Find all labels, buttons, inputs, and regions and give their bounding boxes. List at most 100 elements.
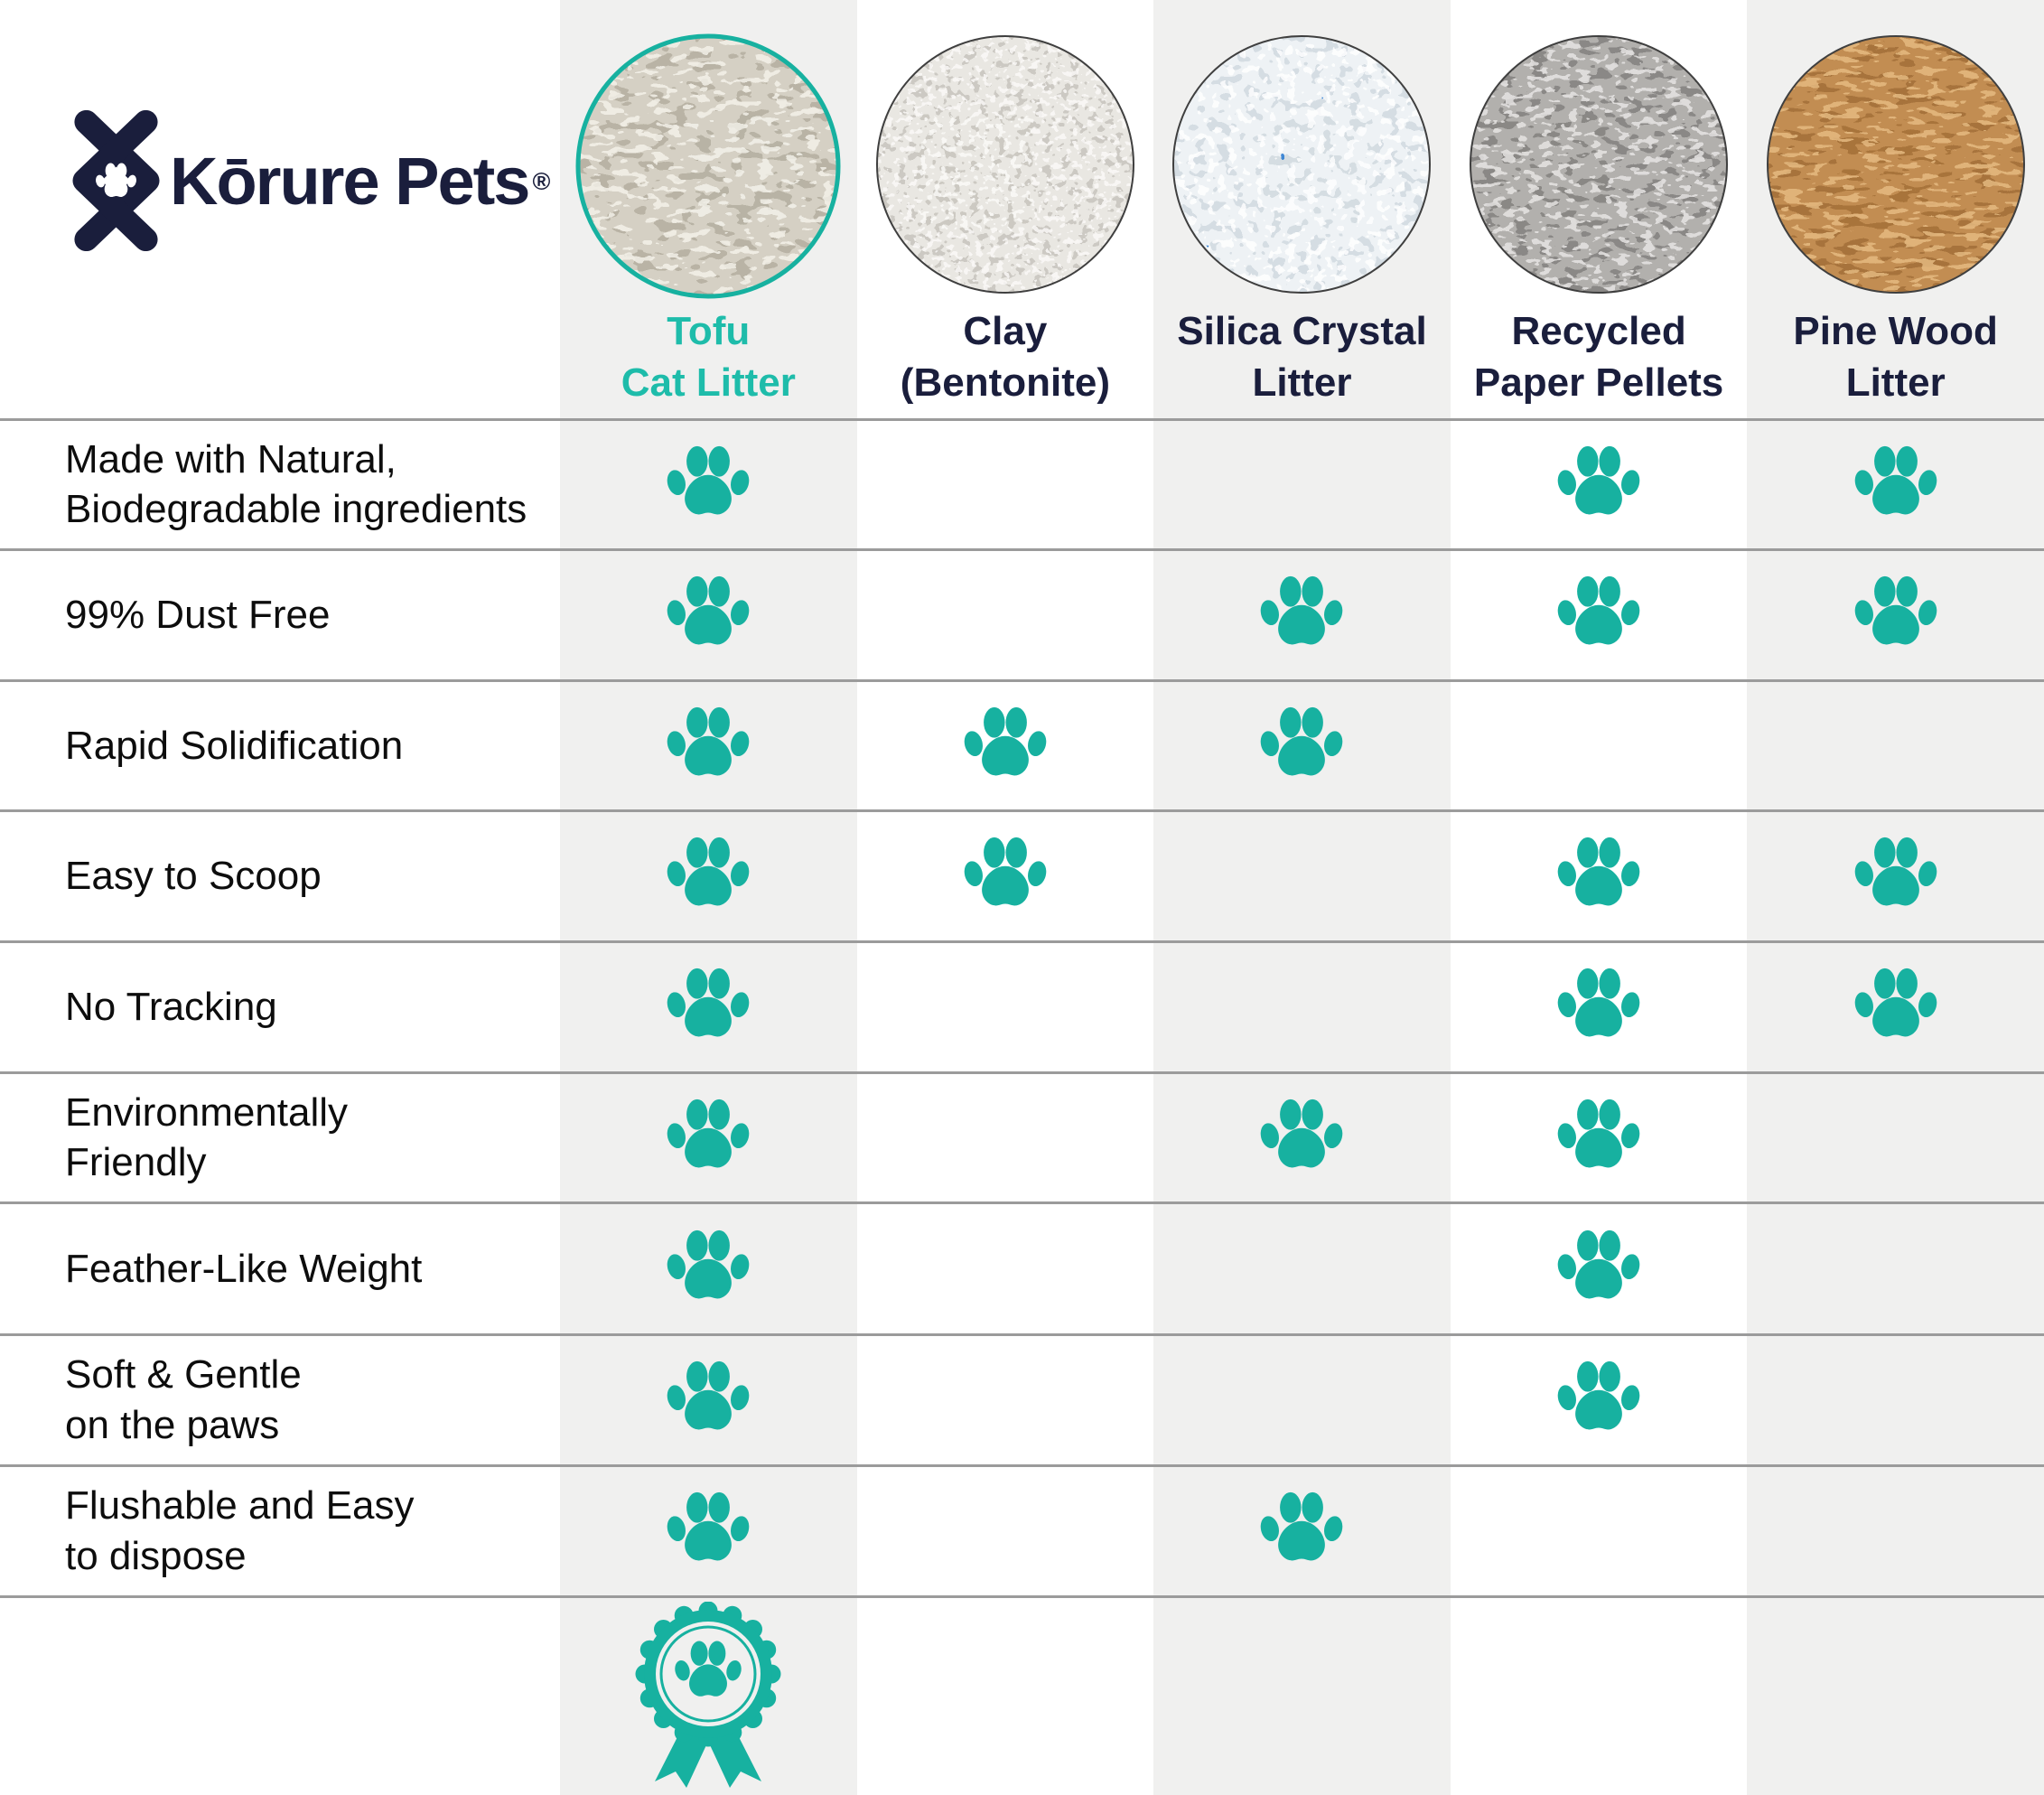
feature-row: Flushable and Easy to dispose xyxy=(0,1464,2044,1595)
column-title-line1: Pine Wood xyxy=(1793,309,1998,353)
column-header-silica: Silica Crystal Litter xyxy=(1153,0,1451,418)
paw-check-icon xyxy=(963,836,1048,917)
product-photo-pine xyxy=(1747,31,2044,298)
feature-row: 99% Dust Free xyxy=(0,548,2044,679)
feature-check-silica xyxy=(1153,1074,1451,1201)
column-header-pine: Pine Wood Litter xyxy=(1747,0,2044,418)
column-title-line2: Cat Litter xyxy=(621,360,796,406)
product-photo-clay xyxy=(857,31,1154,298)
feature-check-tofu xyxy=(560,943,857,1071)
pine-wood-pellets-photo xyxy=(1766,35,2025,294)
clay-granules-photo xyxy=(875,35,1134,294)
column-title-tofu: Tofu Cat Litter xyxy=(560,305,857,408)
feature-row: Environmentally Friendly xyxy=(0,1071,2044,1201)
feature-check-paper xyxy=(1451,421,1748,548)
column-title-line1: Clay xyxy=(963,309,1048,353)
paw-check-icon xyxy=(1556,1360,1641,1441)
feature-check-pine xyxy=(1747,421,2044,548)
column-header-tofu: Tofu Cat Litter xyxy=(560,0,857,418)
feature-label: Made with Natural, Biodegradable ingredi… xyxy=(65,436,527,532)
column-title-line2: Litter xyxy=(1845,360,1946,406)
feature-check-tofu xyxy=(560,551,857,679)
paw-check-icon xyxy=(1259,575,1344,656)
paw-check-icon xyxy=(1556,1229,1641,1310)
paw-check-icon xyxy=(1259,1491,1344,1572)
paw-check-icon xyxy=(666,967,751,1048)
feature-label: Environmentally Friendly xyxy=(65,1089,349,1185)
feature-label: Easy to Scoop xyxy=(65,854,322,899)
registered-trademark: ® xyxy=(532,168,550,195)
feature-label: Flushable and Easy to dispose xyxy=(65,1483,415,1578)
paw-check-icon xyxy=(1556,836,1641,917)
paw-check-icon xyxy=(1556,967,1641,1048)
column-title-pine: Pine Wood Litter xyxy=(1747,305,2044,408)
feature-check-tofu xyxy=(560,1467,857,1595)
feature-check-paper xyxy=(1451,1074,1748,1201)
feature-check-tofu xyxy=(560,1336,857,1464)
feature-row: Made with Natural, Biodegradable ingredi… xyxy=(0,418,2044,548)
paw-check-icon xyxy=(1853,967,1938,1048)
feature-check-silica xyxy=(1153,682,1451,809)
product-photo-paper xyxy=(1451,31,1748,298)
feature-check-silica xyxy=(1153,551,1451,679)
paw-award-rosette-icon xyxy=(635,1602,781,1788)
feature-check-silica xyxy=(1153,1467,1451,1595)
feature-label: 99% Dust Free xyxy=(65,593,331,638)
feature-check-tofu xyxy=(560,682,857,809)
feature-check-pine xyxy=(1747,551,2044,679)
feature-check-paper xyxy=(1451,943,1748,1071)
paw-check-icon xyxy=(1556,444,1641,526)
feature-row: Easy to Scoop xyxy=(0,809,2044,940)
feature-check-pine xyxy=(1747,943,2044,1071)
product-photo-tofu xyxy=(560,31,857,302)
paw-check-icon xyxy=(666,575,751,656)
paw-check-icon xyxy=(963,706,1048,787)
feature-check-paper xyxy=(1451,812,1748,940)
feature-label: Soft & Gentle on the paws xyxy=(65,1352,302,1447)
column-title-line2: Litter xyxy=(1252,360,1352,406)
feature-check-paper xyxy=(1451,551,1748,679)
paw-check-icon xyxy=(666,1229,751,1310)
feature-check-clay xyxy=(857,812,1154,940)
award-row xyxy=(0,1595,2044,1795)
paw-check-icon xyxy=(1259,706,1344,787)
column-stripe-silica xyxy=(1153,0,1451,1795)
paw-check-icon xyxy=(1556,1098,1641,1179)
paw-check-icon xyxy=(666,1491,751,1572)
column-title-line2: Paper Pellets xyxy=(1473,360,1724,406)
column-header-clay: Clay (Bentonite) xyxy=(857,0,1154,418)
feature-check-paper xyxy=(1451,1204,1748,1333)
feature-row: Soft & Gentle on the paws xyxy=(0,1333,2044,1464)
feature-check-tofu xyxy=(560,812,857,940)
x-paw-logo-icon xyxy=(72,110,160,251)
column-title-silica: Silica Crystal Litter xyxy=(1153,305,1451,408)
paw-check-icon xyxy=(1259,1098,1344,1179)
paw-check-icon xyxy=(666,444,751,526)
feature-row: No Tracking xyxy=(0,940,2044,1071)
brand-name-text: Kōrure Pets xyxy=(170,144,530,219)
feature-check-clay xyxy=(857,682,1154,809)
feature-check-tofu xyxy=(560,1074,857,1201)
paw-check-icon xyxy=(1853,575,1938,656)
feature-row: Feather-Like Weight xyxy=(0,1201,2044,1333)
feature-check-tofu xyxy=(560,1204,857,1333)
paw-check-icon xyxy=(1556,575,1641,656)
brand-logo: Kōrure Pets ® xyxy=(72,108,578,262)
column-title-line1: Tofu xyxy=(667,309,751,353)
column-title-line2: (Bentonite) xyxy=(900,360,1110,406)
feature-check-tofu xyxy=(560,421,857,548)
feature-row: Rapid Solidification xyxy=(0,679,2044,809)
feature-label: Feather-Like Weight xyxy=(65,1246,423,1291)
feature-label: No Tracking xyxy=(65,985,277,1030)
brand-name: Kōrure Pets ® xyxy=(170,148,550,215)
paw-check-icon xyxy=(1853,836,1938,917)
column-title-paper: Recycled Paper Pellets xyxy=(1451,305,1748,408)
silica-crystal-photo xyxy=(1172,35,1432,294)
paw-check-icon xyxy=(666,1360,751,1441)
paw-check-icon xyxy=(1853,444,1938,526)
column-title-line1: Recycled xyxy=(1511,309,1686,353)
paw-check-icon xyxy=(666,836,751,917)
feature-label: Rapid Solidification xyxy=(65,723,404,768)
product-photo-silica xyxy=(1153,31,1451,298)
